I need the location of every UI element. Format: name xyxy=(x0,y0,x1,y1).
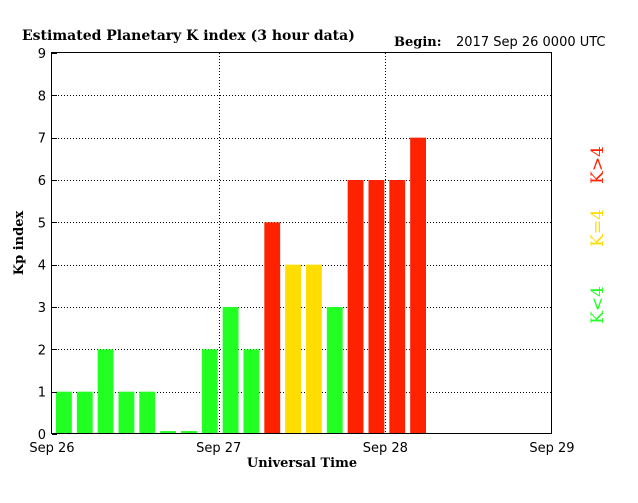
kp-bar xyxy=(306,264,322,434)
x-tick-labels: Sep 26 Sep 27 Sep 28 Sep 29 xyxy=(29,441,574,456)
y-tick-label: 1 xyxy=(38,386,46,401)
kp-bar xyxy=(368,180,385,434)
y-axis-label: Kp index xyxy=(12,211,27,276)
x-tick-label: Sep 27 xyxy=(196,441,241,456)
kp-bar xyxy=(181,431,197,434)
kp-bar xyxy=(410,137,426,434)
plot-frame xyxy=(51,52,552,434)
kp-bar xyxy=(243,349,260,434)
kp-bar xyxy=(56,391,72,434)
y-tick-labels: 0 1 2 3 4 5 6 7 8 9 xyxy=(38,47,57,443)
kp-bar xyxy=(201,349,218,434)
kp-bar xyxy=(76,391,93,434)
y-tick-label: 5 xyxy=(38,216,46,231)
begin-label: Begin: xyxy=(394,35,442,50)
y-tick-label: 3 xyxy=(38,301,46,316)
y-tick-label: 8 xyxy=(38,89,46,104)
kp-bar xyxy=(222,307,239,434)
kp-bar xyxy=(139,391,156,434)
x-tick-label: Sep 28 xyxy=(363,441,408,456)
kp-bar xyxy=(118,391,135,434)
x-axis-label: Universal Time xyxy=(247,456,357,471)
kp-bar xyxy=(97,349,114,434)
x-tick-label: Sep 26 xyxy=(29,441,74,456)
kp-bar xyxy=(285,264,301,434)
legend-entry: K<4 xyxy=(588,286,608,324)
y-tick-label: 9 xyxy=(38,47,46,62)
chart-title: Estimated Planetary K index (3 hour data… xyxy=(22,28,355,44)
kp-bar xyxy=(160,431,176,434)
y-tick-label: 2 xyxy=(38,343,46,358)
y-tick-label: 4 xyxy=(38,259,46,274)
kp-bar xyxy=(389,180,406,434)
y-tick-label: 0 xyxy=(38,428,46,443)
grid-lines xyxy=(52,53,552,434)
begin-value: 2017 Sep 26 0000 UTC xyxy=(456,35,606,50)
kp-bar xyxy=(326,307,343,434)
legend-entry: K=4 xyxy=(588,209,608,247)
y-tick-label: 6 xyxy=(38,174,46,189)
legend-entry: K>4 xyxy=(588,146,608,184)
x-tick-label: Sep 29 xyxy=(529,441,574,456)
kp-bar xyxy=(347,180,364,434)
kp-bar xyxy=(264,222,281,434)
y-tick-label: 7 xyxy=(38,132,46,147)
legend: K<4 K=4 K>4 xyxy=(588,146,608,324)
bars-group xyxy=(56,137,426,434)
